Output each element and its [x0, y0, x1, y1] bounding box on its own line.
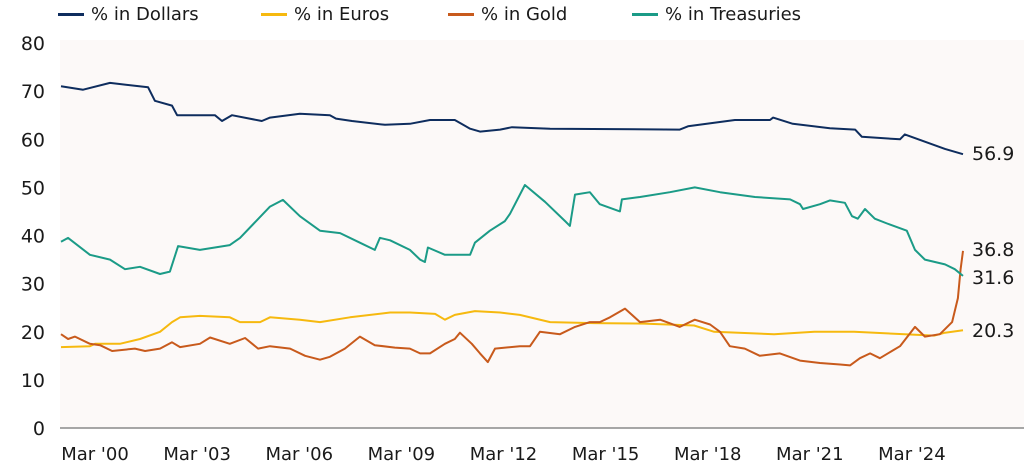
- legend-label: % in Dollars: [91, 4, 199, 25]
- legend-label: % in Euros: [294, 4, 390, 25]
- y-tick-label: 30: [21, 274, 45, 296]
- legend-label: % in Treasuries: [665, 4, 802, 25]
- end-value-label: 56.9: [972, 143, 1014, 165]
- end-value-label: 20.3: [972, 320, 1014, 342]
- x-tick-label: Mar '09: [368, 444, 436, 465]
- legend-swatch-dollars: [58, 13, 84, 16]
- y-tick-label: 0: [33, 418, 45, 440]
- y-tick-label: 50: [21, 177, 45, 199]
- y-axis: 0 10 20 30 40 50 60 70 80: [21, 33, 45, 440]
- legend-item-treasuries: % in Treasuries: [632, 4, 801, 25]
- legend-item-dollars: % in Dollars: [58, 4, 199, 25]
- legend-item-euros: % in Euros: [261, 4, 389, 25]
- x-axis: Mar '00 Mar '03 Mar '06 Mar '09 Mar '12 Mar '…: [61, 444, 945, 465]
- end-value-label: 36.8: [972, 239, 1014, 261]
- y-tick-label: 80: [21, 33, 45, 55]
- y-tick-label: 10: [21, 370, 45, 392]
- legend-swatch-euros: [261, 13, 287, 16]
- x-tick-label: Mar '15: [572, 444, 640, 465]
- y-tick-label: 40: [21, 226, 45, 248]
- x-tick-label: Mar '03: [163, 444, 231, 465]
- legend-swatch-gold: [448, 13, 474, 16]
- legend-swatch-treasuries: [632, 13, 658, 16]
- legend-item-gold: % in Gold: [448, 4, 567, 25]
- x-tick-label: Mar '00: [61, 444, 129, 465]
- x-tick-label: Mar '21: [776, 444, 844, 465]
- series-line-in-dollars: [60, 81, 964, 156]
- series-line-in-gold: [60, 250, 964, 367]
- series-line-in-euros: [60, 310, 964, 349]
- series-line-in-treasuries: [60, 184, 964, 277]
- plot-background: [60, 40, 1024, 428]
- x-tick-label: Mar '24: [878, 444, 946, 465]
- y-tick-label: 70: [21, 81, 45, 103]
- legend-label: % in Gold: [481, 4, 568, 25]
- end-value-label: 31.6: [972, 267, 1014, 289]
- x-tick-label: Mar '06: [265, 444, 333, 465]
- series-lines: [60, 81, 964, 367]
- x-tick-label: Mar '18: [674, 444, 742, 465]
- end-labels: 56.9 20.3 36.8 31.6: [972, 143, 1014, 342]
- x-tick-label: Mar '12: [470, 444, 538, 465]
- legend: % in Dollars % in Euros % in Gold % in T…: [0, 4, 1024, 30]
- y-tick-label: 60: [21, 129, 45, 151]
- y-tick-label: 20: [21, 322, 45, 344]
